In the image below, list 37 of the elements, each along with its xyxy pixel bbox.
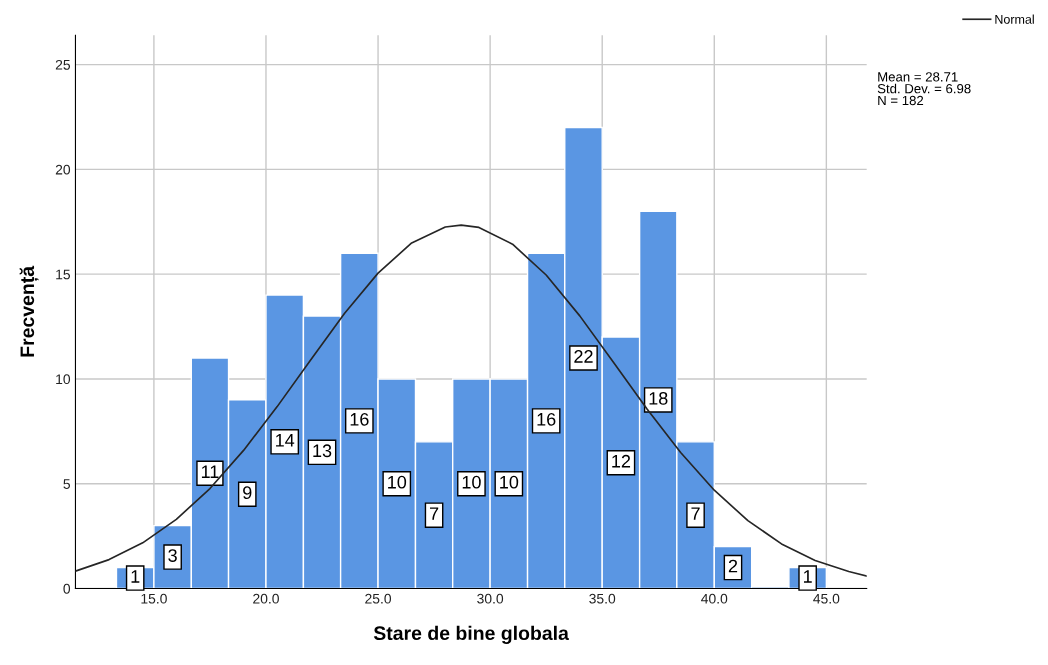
data-label: 10 bbox=[500, 475, 519, 489]
x-tick-label: 30.0 bbox=[477, 593, 504, 604]
data-label: 11 bbox=[201, 465, 219, 478]
data-label: 1 bbox=[131, 570, 140, 583]
x-tick-label: 15.0 bbox=[141, 593, 167, 604]
x-tick-label: 45.0 bbox=[813, 593, 840, 604]
data-label: 22 bbox=[574, 350, 593, 363]
data-label: 3 bbox=[168, 549, 177, 562]
data-label: 10 bbox=[388, 475, 407, 489]
data-label: 7 bbox=[691, 507, 700, 520]
data-label: 18 bbox=[649, 391, 668, 405]
text: Mean = 28.71 bbox=[878, 72, 958, 82]
data-label: 10 bbox=[462, 475, 481, 489]
data-label: 13 bbox=[313, 444, 332, 458]
x-tick-label: 40.0 bbox=[701, 593, 728, 604]
x-tick-label: 35.0 bbox=[589, 593, 616, 604]
x-axis-title: Stare de bine globala bbox=[373, 625, 569, 644]
data-label: 14 bbox=[276, 434, 295, 447]
data-label: 16 bbox=[350, 412, 369, 426]
data-label: 1 bbox=[803, 570, 812, 583]
data-label: 16 bbox=[537, 412, 556, 426]
y-tick-label: 5 bbox=[63, 479, 71, 489]
y-tick-label: 15 bbox=[56, 269, 71, 280]
x-tick-label: 20.0 bbox=[253, 593, 279, 604]
data-label: 12 bbox=[612, 454, 631, 468]
text: Std. Dev. = 6.98 bbox=[877, 83, 971, 94]
data-label: 2 bbox=[728, 559, 738, 573]
text: N = 182 bbox=[878, 95, 924, 106]
x-tick-label: 25.0 bbox=[365, 593, 392, 604]
data-label: 9 bbox=[243, 486, 252, 500]
data-label: 7 bbox=[430, 507, 439, 520]
y-tick-label: 25 bbox=[55, 59, 71, 70]
legend-label: Normal bbox=[995, 14, 1034, 24]
y-tick-label: 10 bbox=[56, 374, 71, 385]
y-axis-title: Frecvență bbox=[19, 265, 39, 357]
y-tick-label: 20 bbox=[55, 164, 71, 175]
y-tick-label: 0 bbox=[63, 583, 71, 594]
